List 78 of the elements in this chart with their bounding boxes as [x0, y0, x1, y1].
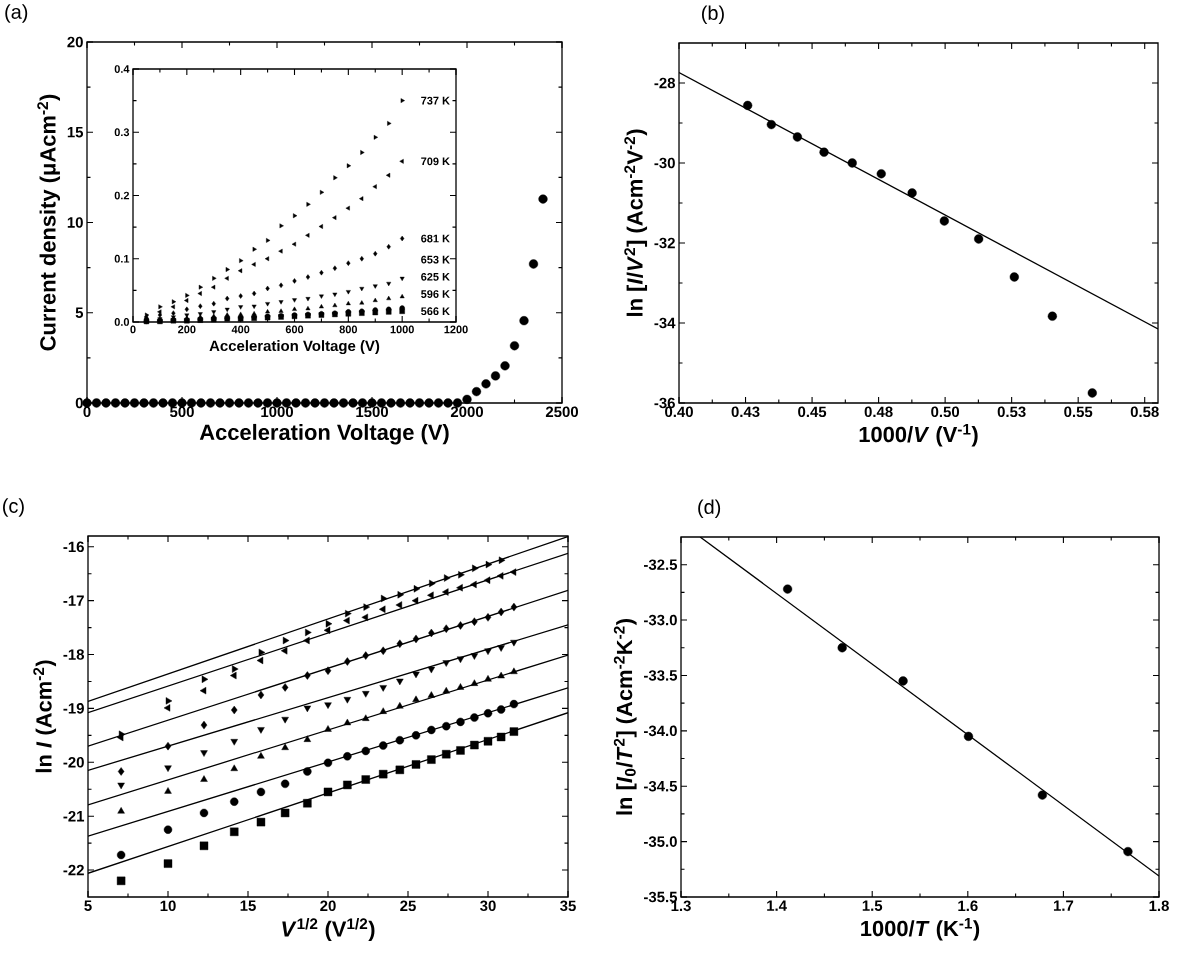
- y-tick-label: -22: [63, 864, 84, 876]
- x-tick-label: 0.50: [931, 406, 960, 418]
- text: (b): [702, 5, 724, 24]
- x-axis-title: 1000/T (K$^{-1}$): [861, 917, 980, 941]
- x-tick-label: 1.7: [1053, 900, 1074, 911]
- y-tick-label: 0.0: [114, 318, 130, 326]
- x-tick-label: 5: [84, 900, 92, 911]
- x-tick-label: 30: [480, 900, 496, 912]
- text: 625 K: [421, 272, 450, 281]
- x-tick-label: 1.8: [1149, 900, 1169, 912]
- x-tick-label: 0.55: [1064, 406, 1093, 418]
- x-tick-label: 1000: [261, 406, 293, 418]
- y-tick-label: 20: [67, 36, 83, 48]
- y-tick-label: -32.5: [644, 559, 678, 570]
- y-tick-label: -17: [63, 595, 84, 606]
- y-tick-label: -20: [63, 757, 84, 768]
- x-axis-title: 1000/V (V$^{-1}$): [859, 423, 978, 447]
- x-tick-label: 1.6: [958, 900, 978, 912]
- y-tick-label: -19: [63, 703, 84, 714]
- legend-label: 709 K: [421, 157, 450, 166]
- x-tick-label: 200: [178, 325, 196, 334]
- x-tick-label: 0.43: [731, 406, 760, 418]
- y-tick-label: 0.4: [114, 65, 130, 73]
- y-tick-label: -34.5: [644, 780, 678, 792]
- x-tick-label: 600: [285, 325, 304, 334]
- x-tick-label: 1000: [390, 325, 414, 334]
- y-tick-label: -28: [654, 77, 676, 89]
- x-tick-label: 0.53: [997, 406, 1026, 418]
- x-axis-title: V$^{1/2}$ (V$^{1/2}$): [282, 917, 375, 942]
- x-tick-label: 0: [130, 325, 136, 334]
- y-tick-label: -35.0: [644, 836, 677, 847]
- y-tick-label: -33.5: [644, 670, 678, 681]
- text: ln [I$_{0}$/T$^{2}$] (Acm$^{-2}$K$^{-2}$): [613, 619, 637, 815]
- x-axis-title: Acceleration Voltage (V): [209, 340, 380, 355]
- y-tick-label: 5: [75, 307, 84, 318]
- x-tick-label: 1.5: [862, 900, 883, 911]
- y-tick-label: -21: [63, 810, 85, 822]
- y-tick-label: -34.0: [644, 725, 677, 737]
- x-tick-label: 0.45: [798, 406, 827, 418]
- x-tick-label: 10: [160, 900, 176, 912]
- x-tick-label: 20: [320, 900, 336, 912]
- y-tick-label: 15: [67, 127, 84, 138]
- x-tick-label: 1.4: [767, 900, 787, 911]
- x-tick-label: 1200: [444, 325, 468, 334]
- y-tick-label: 0: [75, 397, 83, 409]
- x-tick-label: 400: [231, 325, 250, 334]
- y-tick-label: -33.0: [644, 614, 677, 626]
- x-tick-label: 0.48: [864, 406, 893, 418]
- text: (d): [698, 499, 721, 518]
- x-axis-title: Acceleration Voltage (V): [199, 423, 449, 445]
- y-axis-title: ln I (Acm$^{-2}$): [33, 660, 57, 773]
- y-tick-label: -32: [654, 237, 675, 249]
- y-tick-label: -16: [63, 541, 84, 553]
- x-tick-label: 15: [240, 900, 256, 911]
- legend-label: 596 K: [421, 290, 450, 298]
- y-axis-title: Current density (μAcm$^{-2}$): [37, 94, 61, 351]
- y-tick-label: 0.2: [114, 191, 130, 200]
- y-tick-label: 10: [67, 217, 83, 228]
- text: (c): [3, 498, 24, 517]
- y-tick-label: -34: [654, 317, 676, 329]
- y-tick-label: 0.1: [114, 254, 130, 263]
- series-label: 681 K: [421, 234, 450, 243]
- x-tick-label: 2000: [450, 406, 483, 418]
- x-tick-label: 0.58: [1130, 406, 1159, 418]
- x-tick-label: 1500: [356, 406, 388, 418]
- x-tick-label: 800: [339, 325, 358, 334]
- text: ln [I/V$^{2}$] (Acm$^{-2}$V$^{-2}$): [624, 129, 648, 316]
- x-tick-label: 35: [560, 900, 576, 912]
- x-tick-label: 500: [169, 406, 194, 418]
- x-tick-label: 25: [400, 900, 416, 912]
- legend-label: 737 K: [421, 96, 450, 105]
- y-tick-label: -30: [654, 157, 675, 169]
- series-label: 566 K: [421, 307, 450, 316]
- y-tick-label: -18: [63, 649, 85, 660]
- y-tick-label: 0.3: [114, 128, 130, 137]
- legend-label: 653 K: [421, 255, 450, 264]
- x-tick-label: 2500: [545, 406, 578, 418]
- text: (a): [5, 4, 28, 23]
